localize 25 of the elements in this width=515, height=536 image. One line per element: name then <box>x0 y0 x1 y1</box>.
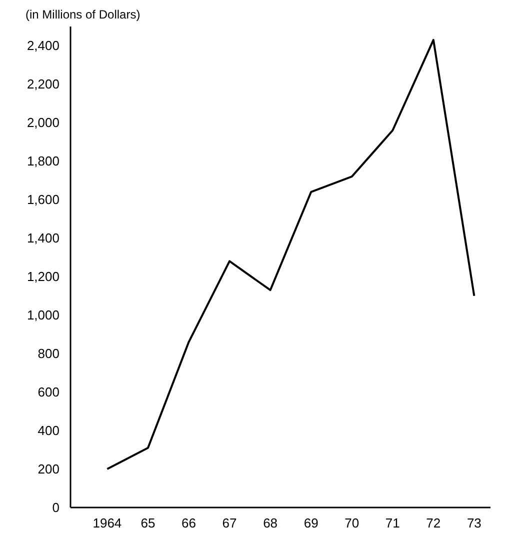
y-tick-label: 600 <box>38 384 60 400</box>
x-tick-label: 72 <box>426 516 441 530</box>
x-tick-label: 68 <box>263 516 278 530</box>
y-tick-label: 1,000 <box>26 308 60 323</box>
y-tick-label: 200 <box>38 462 60 477</box>
y-tick-label: 1,400 <box>26 230 60 246</box>
y-tick-label: 800 <box>38 346 60 362</box>
y-tick-label: 1,600 <box>26 192 60 208</box>
x-tick-label: 65 <box>140 516 156 530</box>
x-tick-label: 73 <box>466 516 482 530</box>
x-tick-label: 67 <box>222 516 237 530</box>
y-tick-label: 2,000 <box>26 115 60 130</box>
y-tick-label: 0 <box>52 500 60 515</box>
line-series <box>106 38 476 470</box>
x-tick-label: 71 <box>385 516 400 530</box>
y-tick-label: 1,800 <box>26 154 60 169</box>
y-tick-label: 1,200 <box>26 269 60 284</box>
y-tick-label: 2,400 <box>26 38 60 54</box>
x-tick-label: 70 <box>344 516 360 530</box>
x-tick-label: 1964 <box>92 516 122 530</box>
x-tick-label: 66 <box>182 516 196 530</box>
y-tick-label: 2,200 <box>26 76 60 92</box>
y-tick-label: 400 <box>38 423 60 438</box>
x-tick-label: 69 <box>304 516 318 530</box>
y-axis-title: (in Millions of Dollars) <box>26 8 140 22</box>
